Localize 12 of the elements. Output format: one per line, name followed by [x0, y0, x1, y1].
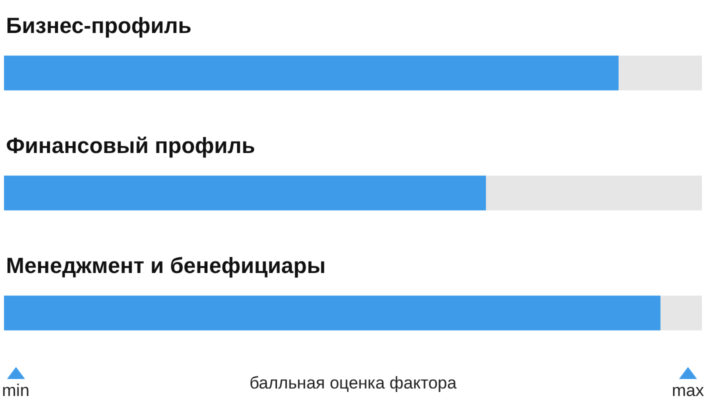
y-tick-label: Бизнес-профиль: [6, 13, 192, 38]
y-tick-label: Менеджмент и бенефициары: [6, 253, 326, 278]
bar: [485, 176, 702, 210]
text: max: [672, 381, 704, 400]
bar: [4, 176, 486, 210]
text: min: [2, 381, 30, 400]
bar: [4, 296, 660, 330]
bar: [4, 56, 619, 90]
y-tick-label: Финансовый профиль: [6, 133, 256, 158]
x-axis-title: балльная оценка фактора: [249, 374, 458, 393]
bar: [660, 296, 702, 330]
bar: [618, 56, 702, 90]
